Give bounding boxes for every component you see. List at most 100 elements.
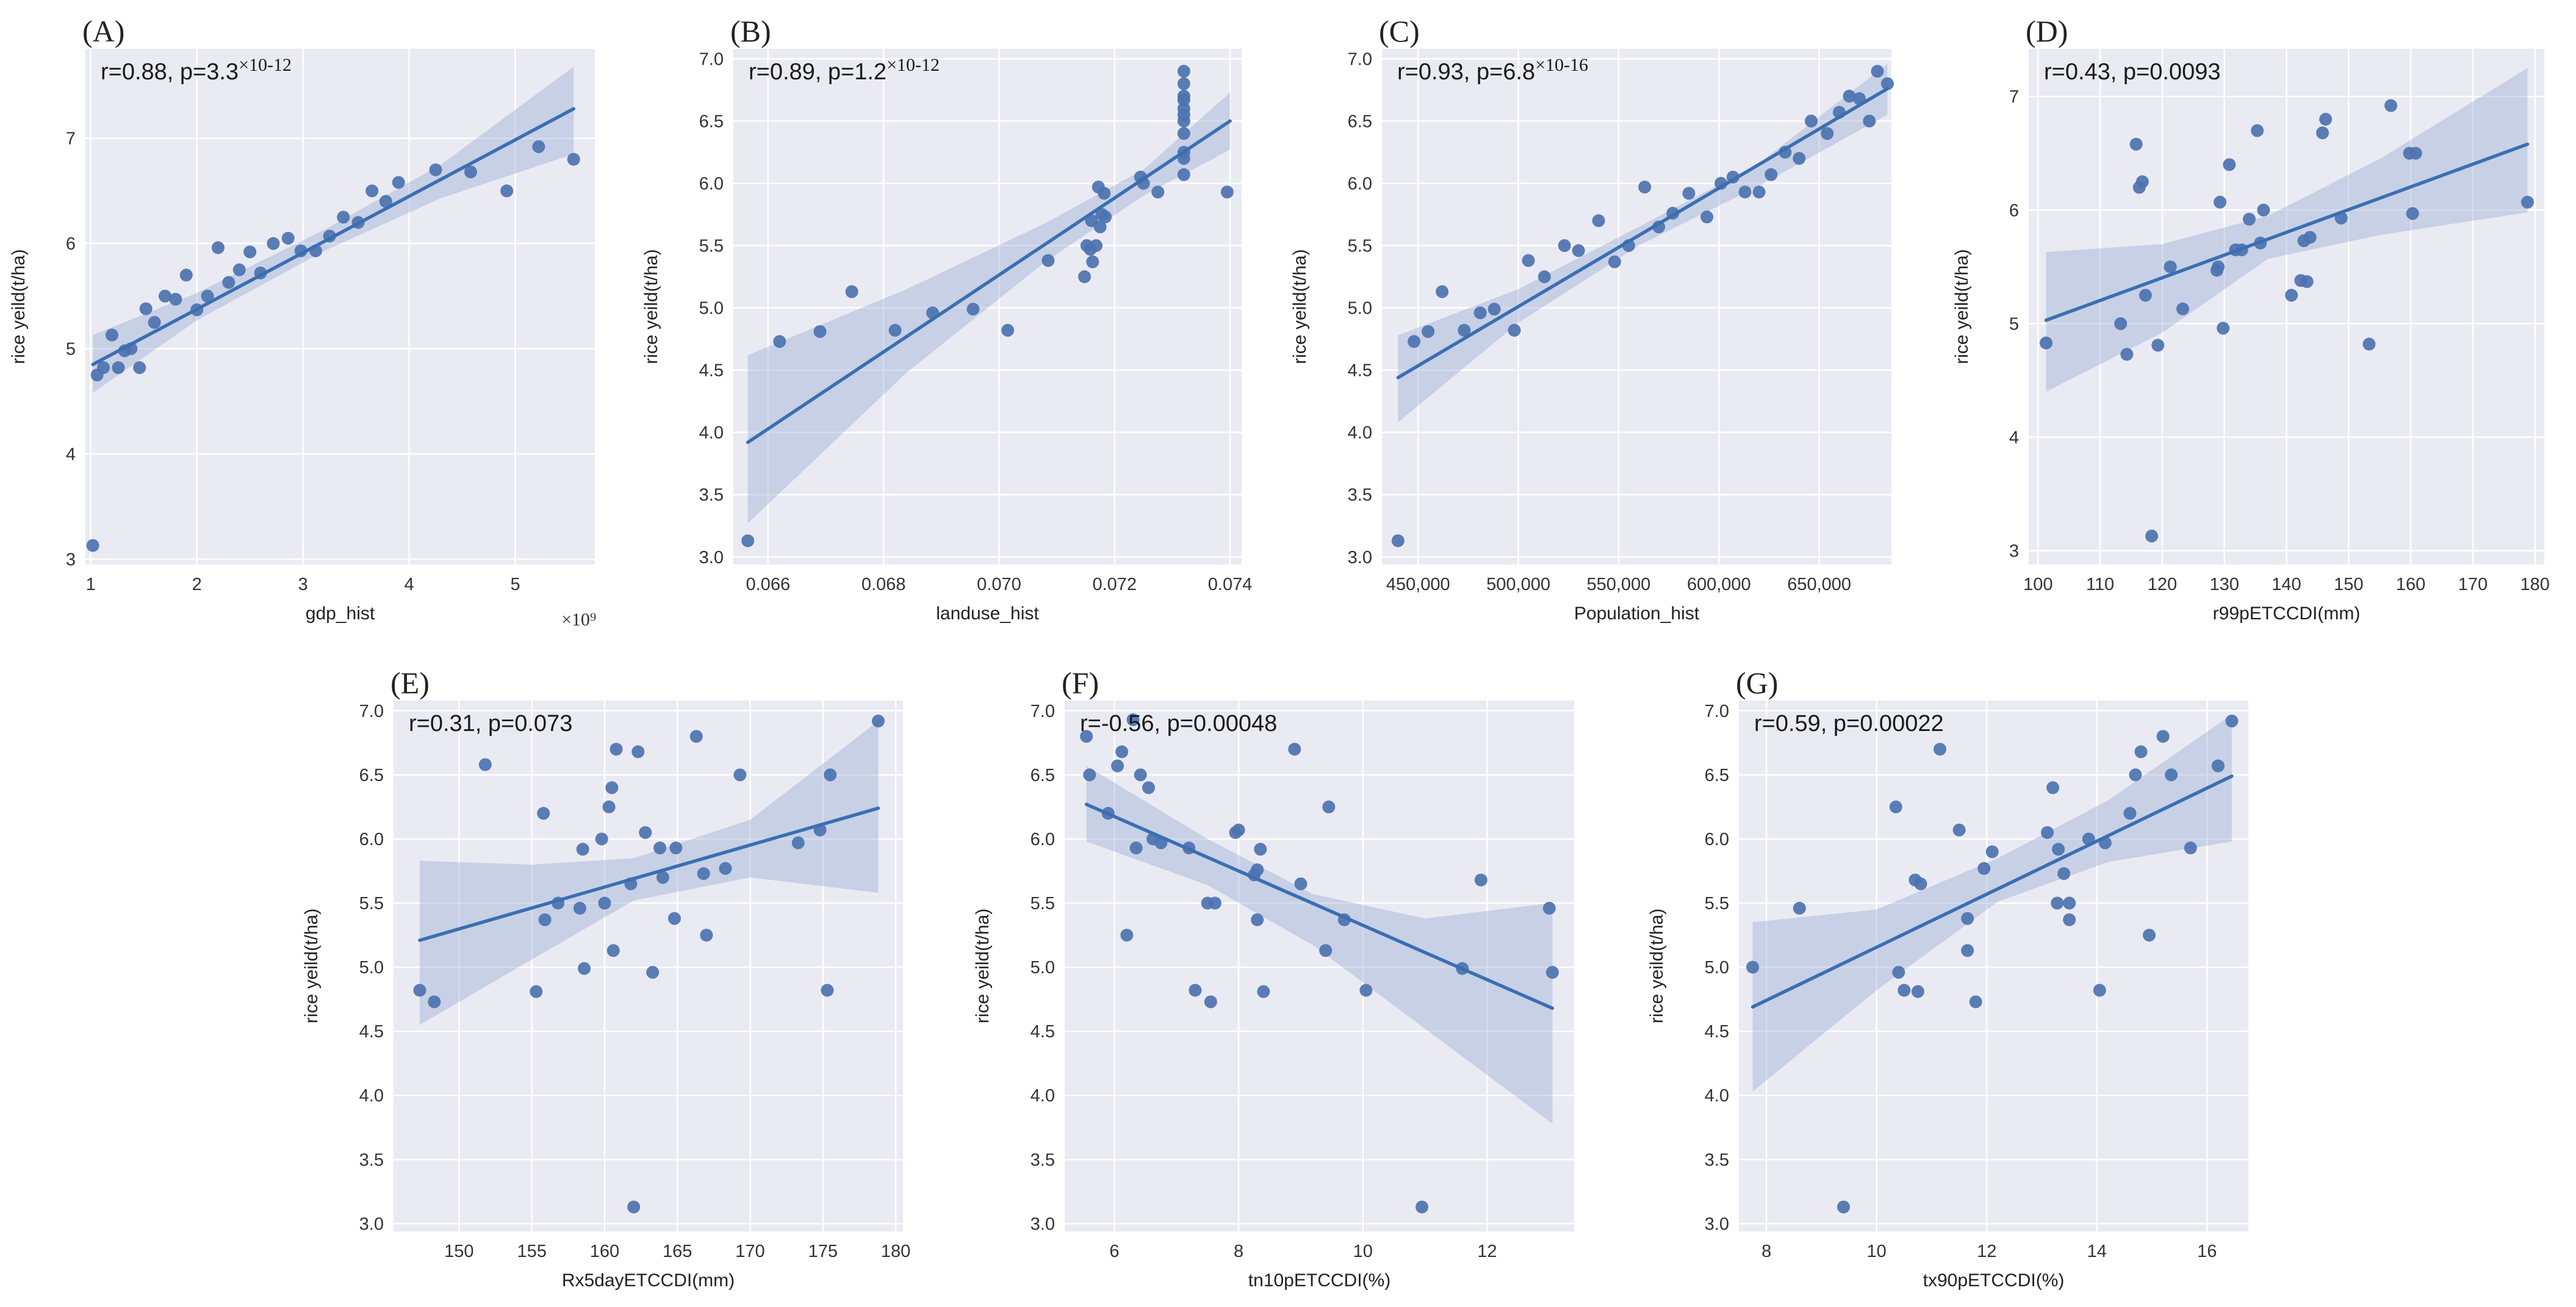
data-point <box>2223 158 2236 171</box>
y-tick-label: 3.5 <box>359 1150 384 1170</box>
x-tick-label: 180 <box>2520 575 2550 594</box>
data-point <box>500 184 514 198</box>
data-point <box>2051 896 2064 910</box>
data-point <box>179 268 193 282</box>
y-tick-label: 7.0 <box>1348 49 1372 69</box>
stat-annotation: r=0.89, p=1.2×10-12 <box>749 55 940 85</box>
x-tick-label: 12 <box>1977 1242 1996 1261</box>
data-point <box>813 325 827 338</box>
data-point <box>773 335 786 348</box>
data-point <box>1608 255 1621 268</box>
data-point <box>1793 152 1806 165</box>
x-axis-label: tn10pETCCDI(%) <box>1248 1270 1391 1291</box>
data-point <box>733 768 747 782</box>
y-tick-label: 6 <box>66 234 76 254</box>
stat-exponent: ×10-16 <box>1535 55 1588 75</box>
y-tick-label: 5.5 <box>1348 236 1372 256</box>
data-point <box>2120 348 2134 361</box>
y-tick-label: 3.0 <box>359 1214 384 1234</box>
data-point <box>2129 137 2143 151</box>
data-point <box>1977 862 1991 875</box>
x-tick-label: 0.066 <box>746 575 791 594</box>
x-tick-label: 130 <box>2209 575 2239 594</box>
data-point <box>1204 995 1217 1009</box>
data-point <box>824 768 837 782</box>
panel-c: 450,000 500,000 550,000 600,000 650,000 3.0 3.… <box>1290 14 1894 624</box>
data-point <box>428 995 441 1009</box>
data-point <box>631 745 645 758</box>
x-tick-label: 4 <box>405 575 414 594</box>
data-point <box>1746 960 1760 974</box>
y-tick-label: 6 <box>2009 201 2019 220</box>
data-point <box>1120 929 1134 942</box>
y-axis-label: rice yeild(t/ha) <box>641 249 661 364</box>
x-tick-label: 110 <box>2086 575 2114 594</box>
data-point <box>112 361 125 375</box>
y-tick-label: 6.0 <box>1705 830 1729 849</box>
data-point <box>1177 90 1190 103</box>
data-point <box>2211 759 2225 772</box>
data-point <box>1793 901 1806 915</box>
panel-a: 1 2 3 4 5 3 4 5 6 7 gdp_hist rice yeild(t/ha) ×10⁹ (A… <box>9 14 596 630</box>
data-point <box>2285 289 2298 302</box>
y-tick-label: 7.0 <box>1031 702 1055 721</box>
data-point <box>532 140 545 153</box>
data-point <box>1473 306 1487 320</box>
x-tick-label: 5 <box>510 575 520 594</box>
data-point <box>1538 270 1551 284</box>
data-point <box>1889 800 1902 813</box>
y-axis-label: rice yeild(t/ha) <box>9 249 29 364</box>
data-point <box>871 715 885 728</box>
y-axis-label: rice yeild(t/ha) <box>301 909 322 1023</box>
data-point <box>845 285 858 298</box>
y-tick-label: 4.5 <box>1031 1022 1055 1042</box>
data-point <box>2212 260 2225 273</box>
panel-f: 6 8 10 12 3.0 3.5 4.0 4.5 5.0 5.5 6.0 6.5 7.0 tn10pET… <box>973 666 1574 1291</box>
data-point <box>1177 65 1190 78</box>
y-tick-label: 4 <box>66 445 76 464</box>
x-tick-label: 0.072 <box>1092 575 1137 594</box>
y-tick-label: 3.0 <box>1705 1214 1729 1234</box>
y-tick-label: 3.0 <box>1031 1214 1055 1234</box>
data-point <box>530 985 543 998</box>
data-point <box>1458 323 1471 337</box>
data-point <box>2214 195 2227 209</box>
x-tick-label: 500,000 <box>1486 575 1550 594</box>
y-tick-label: 6.5 <box>359 766 384 785</box>
data-point <box>602 800 616 813</box>
data-point <box>105 328 118 342</box>
y-tick-label: 4.5 <box>699 361 724 381</box>
data-point <box>1322 800 1336 813</box>
x-axis-label: Rx5dayETCCDI(mm) <box>562 1270 735 1291</box>
data-point <box>1093 220 1107 234</box>
data-point <box>1911 985 1924 998</box>
y-tick-label: 7 <box>2009 87 2019 107</box>
data-point <box>1821 127 1834 140</box>
stat-annotation: r=0.59, p=0.00022 <box>1754 711 1944 736</box>
data-point <box>1220 185 1234 199</box>
y-tick-label: 3.0 <box>699 548 724 567</box>
x-tick-label: 0.070 <box>977 575 1021 594</box>
x-tick-label: 6 <box>1109 1242 1119 1261</box>
data-point <box>2316 126 2330 140</box>
x-tick-label: 175 <box>808 1242 838 1261</box>
data-point <box>1474 873 1488 887</box>
data-point <box>2046 781 2060 794</box>
data-point <box>2225 715 2239 728</box>
y-tick-label: 4.0 <box>359 1086 384 1106</box>
plot-area <box>1739 700 2248 1231</box>
data-point <box>365 184 379 198</box>
data-point <box>1208 896 1221 910</box>
data-point <box>133 361 146 375</box>
data-point <box>1572 244 1585 257</box>
data-point <box>2134 745 2148 758</box>
data-point <box>2257 203 2270 217</box>
data-point <box>1961 944 1974 957</box>
data-point <box>1682 187 1696 200</box>
data-point <box>669 841 683 855</box>
data-point <box>537 807 550 820</box>
y-tick-label: 3.5 <box>1705 1150 1729 1170</box>
stat-annotation: r=0.31, p=0.073 <box>409 711 572 736</box>
data-point <box>656 871 669 884</box>
